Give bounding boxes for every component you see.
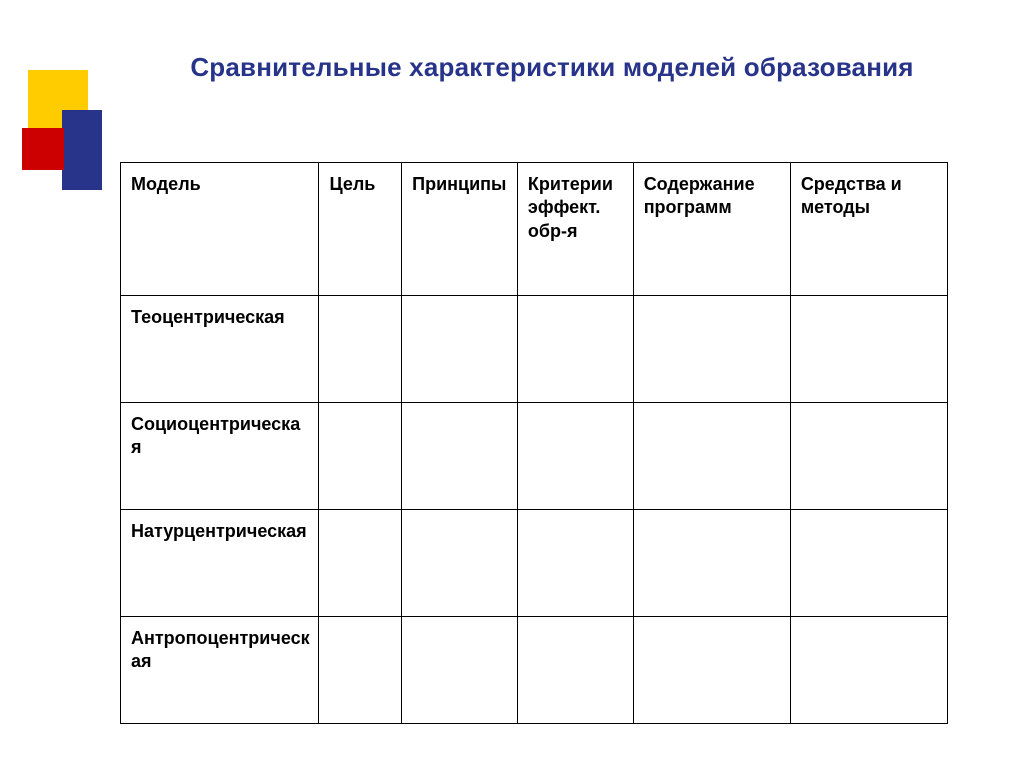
table-row: Социоцентрическая xyxy=(121,403,948,510)
table-cell xyxy=(633,403,790,510)
col-header-principles: Принципы xyxy=(402,163,518,296)
slide: Сравнительные характеристики моделей обр… xyxy=(0,0,1024,767)
table-cell xyxy=(517,510,633,617)
comparison-table-wrap: Модель Цель Принципы Критерии эффект. об… xyxy=(120,162,948,724)
deco-red-square xyxy=(22,128,64,170)
col-header-content: Содержание программ xyxy=(633,163,790,296)
table-cell xyxy=(402,510,518,617)
table-cell xyxy=(402,403,518,510)
table-cell xyxy=(319,617,402,724)
deco-blue-rect xyxy=(62,110,102,190)
table-cell xyxy=(790,617,947,724)
table-cell xyxy=(790,510,947,617)
comparison-table: Модель Цель Принципы Критерии эффект. об… xyxy=(120,162,948,724)
table-cell xyxy=(790,403,947,510)
table-cell xyxy=(319,296,402,403)
table-cell xyxy=(319,403,402,510)
table-cell xyxy=(633,510,790,617)
table-cell xyxy=(517,403,633,510)
table-cell xyxy=(517,296,633,403)
col-header-methods: Средства и методы xyxy=(790,163,947,296)
table-cell xyxy=(319,510,402,617)
table-cell xyxy=(402,296,518,403)
col-header-model: Модель xyxy=(121,163,319,296)
table-cell xyxy=(633,296,790,403)
table-cell xyxy=(402,617,518,724)
table-cell xyxy=(633,617,790,724)
row-label: Натурцентрическая xyxy=(121,510,319,617)
slide-title: Сравнительные характеристики моделей обр… xyxy=(140,52,964,83)
table-header-row: Модель Цель Принципы Критерии эффект. об… xyxy=(121,163,948,296)
col-header-goal: Цель xyxy=(319,163,402,296)
table-row: Теоцентрическая xyxy=(121,296,948,403)
table-row: Антропоцентрическая xyxy=(121,617,948,724)
table-row: Натурцентрическая xyxy=(121,510,948,617)
row-label: Теоцентрическая xyxy=(121,296,319,403)
table-cell xyxy=(790,296,947,403)
col-header-criteria: Критерии эффект. обр-я xyxy=(517,163,633,296)
row-label: Антропоцентрическая xyxy=(121,617,319,724)
table-cell xyxy=(517,617,633,724)
row-label: Социоцентрическая xyxy=(121,403,319,510)
